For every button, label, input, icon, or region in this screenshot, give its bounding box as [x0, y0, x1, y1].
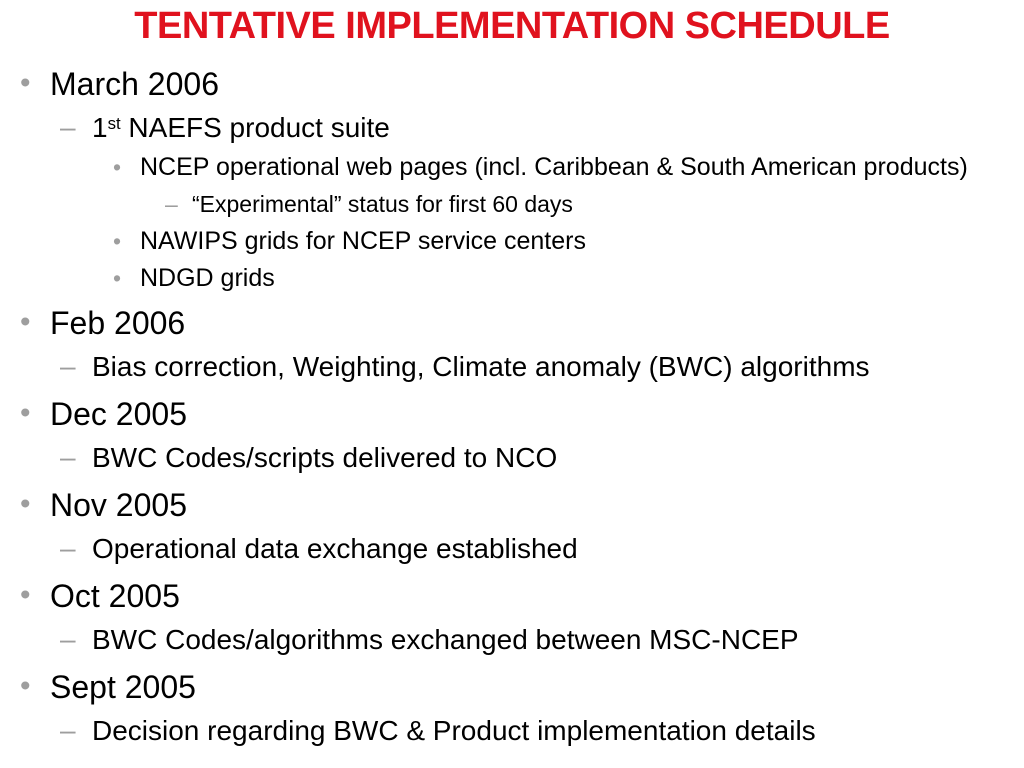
list-item-sept-2005: • Sept 2005: [0, 665, 1024, 709]
list-item-march-2006: • March 2006: [0, 62, 1024, 106]
list-item-ndgd-grids: • NDGD grids: [0, 260, 1024, 297]
bullet-icon: •: [20, 578, 31, 612]
list-item-text: BWC Codes/scripts delivered to NCO: [92, 441, 558, 473]
bullet-icon: •: [113, 264, 122, 291]
list-item-ncep-web-pages: • NCEP operational web pages (incl. Cari…: [0, 149, 1024, 186]
dash-bullet-icon: –: [60, 531, 76, 563]
list-item-nawips-grids: • NAWIPS grids for NCEP service centers: [0, 223, 1024, 260]
dash-bullet-icon: –: [60, 440, 76, 472]
list-item-text: Oct 2005: [50, 577, 180, 614]
bullet-icon: •: [20, 66, 31, 100]
list-item-text: Bias correction, Weighting, Climate anom…: [92, 350, 870, 382]
list-item-naefs-product-suite: – 1st NAEFS product suite: [0, 106, 1024, 149]
list-item-data-exchange: – Operational data exchange established: [0, 527, 1024, 570]
list-item-text-rest: NAEFS product suite: [120, 111, 390, 143]
list-item-dec-2005: • Dec 2005: [0, 392, 1024, 436]
list-item-text: NAWIPS grids for NCEP service centers: [140, 227, 586, 255]
dash-bullet-icon: –: [60, 713, 76, 745]
bullet-icon: •: [113, 227, 122, 254]
ordinal-number: 1: [92, 111, 108, 143]
slide-title: TENTATIVE IMPLEMENTATION SCHEDULE: [134, 5, 890, 47]
list-item-text: NDGD grids: [140, 264, 275, 292]
list-item-text: Nov 2005: [50, 486, 187, 523]
list-item-text: March 2006: [50, 65, 219, 102]
bullet-list: • March 2006 – 1st NAEFS product suite •…: [0, 62, 1024, 752]
list-item-feb-2006: • Feb 2006: [0, 301, 1024, 345]
bullet-icon: •: [20, 305, 31, 339]
dash-bullet-icon: –: [165, 190, 178, 217]
dash-bullet-icon: –: [60, 349, 76, 381]
list-item-bwc-algorithms: – Bias correction, Weighting, Climate an…: [0, 345, 1024, 388]
list-item-text: Feb 2006: [50, 304, 186, 341]
list-item-codes-delivered-nco: – BWC Codes/scripts delivered to NCO: [0, 436, 1024, 479]
list-item-codes-exchanged-msc-ncep: – BWC Codes/algorithms exchanged between…: [0, 618, 1024, 661]
list-item-text: “Experimental” status for first 60 days: [192, 191, 573, 217]
list-item-nov-2005: • Nov 2005: [0, 483, 1024, 527]
bullet-icon: •: [113, 153, 122, 180]
list-item-experimental-status: – “Experimental” status for first 60 day…: [0, 186, 1024, 223]
ordinal-suffix: st: [107, 113, 121, 133]
list-item-text: 1st NAEFS product suite: [92, 112, 390, 144]
list-item-text: NCEP operational web pages (incl. Caribb…: [140, 153, 968, 181]
list-item-text: Decision regarding BWC & Product impleme…: [92, 714, 816, 746]
list-item-decision-bwc-product: – Decision regarding BWC & Product imple…: [0, 709, 1024, 752]
list-item-text: BWC Codes/algorithms exchanged between M…: [92, 623, 799, 655]
dash-bullet-icon: –: [60, 110, 76, 142]
dash-bullet-icon: –: [60, 622, 76, 654]
list-item-text: Dec 2005: [50, 395, 187, 432]
bullet-icon: •: [20, 669, 31, 703]
list-item-text: Operational data exchange established: [92, 532, 578, 564]
list-item-oct-2005: • Oct 2005: [0, 574, 1024, 618]
list-item-text: Sept 2005: [50, 668, 196, 705]
bullet-icon: •: [20, 396, 31, 430]
bullet-icon: •: [20, 487, 31, 521]
